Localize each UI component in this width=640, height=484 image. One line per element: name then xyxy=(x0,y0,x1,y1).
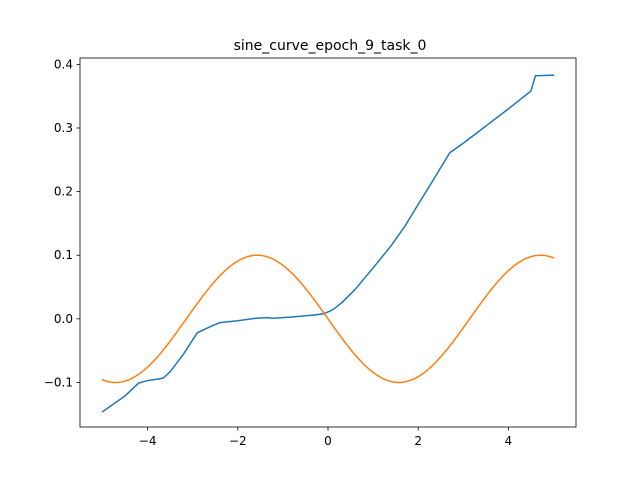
x-tick-label: 4 xyxy=(505,434,513,448)
axes-group: −4 −2 0 2 4 −0.1 0.0 0.1 0.2 0.3 0.4 xyxy=(44,57,577,448)
y-tick-label: −0.1 xyxy=(44,375,73,389)
x-tick-label: −2 xyxy=(229,434,247,448)
series-line-1 xyxy=(101,254,555,384)
x-tick-label: −4 xyxy=(139,434,157,448)
y-tick-label: 0.4 xyxy=(54,57,73,71)
series-group xyxy=(101,74,555,413)
series-line-0 xyxy=(101,74,555,413)
x-tick-label: 2 xyxy=(414,434,422,448)
chart-title: sine_curve_epoch_9_task_0 xyxy=(234,38,427,54)
y-tick-label: 0.3 xyxy=(54,121,73,135)
y-tick-label: 0.1 xyxy=(54,248,73,262)
y-tick-label: 0.2 xyxy=(54,185,73,199)
x-tick-label: 0 xyxy=(324,434,332,448)
y-tick-label: 0.0 xyxy=(54,312,73,326)
